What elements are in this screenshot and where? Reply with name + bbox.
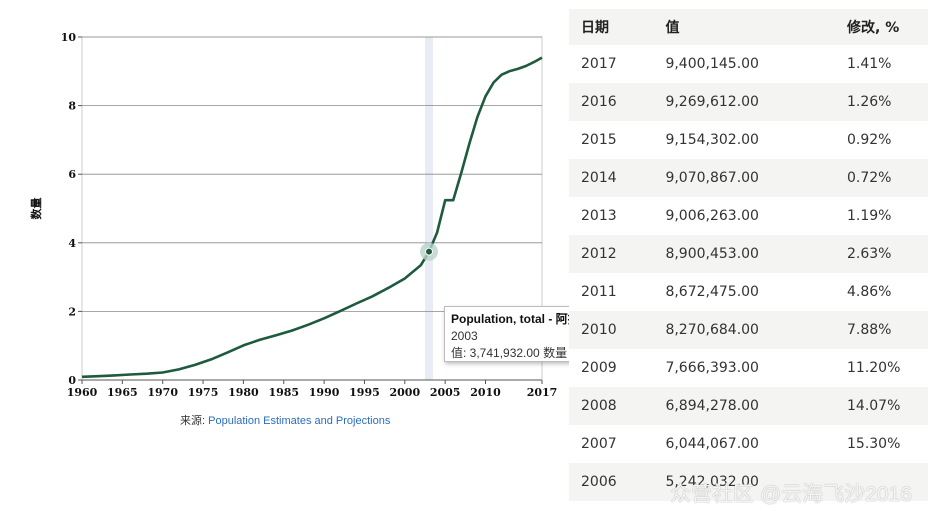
cell-date: 2009 bbox=[569, 349, 666, 387]
y-tick-label: 2 bbox=[68, 305, 76, 318]
cell-change bbox=[847, 463, 928, 501]
cell-date: 2006 bbox=[569, 463, 666, 501]
cell-change: 1.19% bbox=[847, 197, 928, 235]
x-tick-label: 1990 bbox=[309, 386, 340, 399]
table-row: 2006 5,242,032.00 bbox=[569, 463, 928, 501]
cell-date: 2013 bbox=[569, 197, 666, 235]
watermark: 众营社区 @云海飞沙2016 bbox=[670, 483, 912, 506]
x-tick-label: 1995 bbox=[349, 386, 380, 399]
header-value[interactable]: 值 bbox=[665, 9, 847, 45]
cell-date: 2016 bbox=[569, 83, 666, 121]
cell-value: 6,044,067.00 bbox=[665, 425, 847, 463]
tooltip-value: 值: 3,741,932.00 数量 bbox=[451, 346, 568, 360]
cell-date: 2015 bbox=[569, 121, 666, 159]
cell-value: 6,894,278.00 bbox=[665, 387, 847, 425]
cell-value: 8,900,453.00 bbox=[665, 235, 847, 273]
cell-change: 7.88% bbox=[847, 311, 928, 349]
header-date[interactable]: 日期 bbox=[569, 9, 666, 45]
cell-date: 2007 bbox=[569, 425, 666, 463]
x-tick-label: 1960 bbox=[67, 386, 98, 399]
cell-value: 9,400,145.00 bbox=[665, 45, 847, 83]
chart-source: 来源: Population Estimates and Projections bbox=[180, 412, 390, 428]
table-row: 2013 9,006,263.00 1.19% bbox=[569, 197, 928, 235]
table-row: 2015 9,154,302.00 0.92% bbox=[569, 121, 928, 159]
x-tick-label: 1980 bbox=[228, 386, 259, 399]
x-tick-label: 1965 bbox=[107, 386, 138, 399]
cell-date: 2017 bbox=[569, 45, 666, 83]
cell-value: 9,269,612.00 bbox=[665, 83, 847, 121]
table-header-row: 日期 值 修改, % bbox=[569, 9, 928, 45]
cell-date: 2014 bbox=[569, 159, 666, 197]
cell-date: 2008 bbox=[569, 387, 666, 425]
cell-change: 1.26% bbox=[847, 83, 928, 121]
cell-value: 8,270,684.00 bbox=[665, 311, 847, 349]
cell-date: 2010 bbox=[569, 311, 666, 349]
y-tick-label: 4 bbox=[68, 237, 76, 250]
y-tick-label: 0 bbox=[68, 374, 76, 387]
hover-band bbox=[425, 37, 434, 380]
table-row: 2009 7,666,393.00 11.20% bbox=[569, 349, 928, 387]
cell-change: 4.86% bbox=[847, 273, 928, 311]
chart-area: 0 2 4 6 8 10 1960 1965 1970 1975 1980 1985 1990 1995 2… bbox=[29, 31, 558, 399]
source-label: 来源: bbox=[180, 415, 209, 427]
x-tick-label: 1975 bbox=[188, 386, 219, 399]
highlight-point bbox=[425, 247, 434, 256]
table-row: 2011 8,672,475.00 4.86% bbox=[569, 273, 928, 311]
table-row: 2010 8,270,684.00 7.88% bbox=[569, 311, 928, 349]
cell-date: 2011 bbox=[569, 273, 666, 311]
y-axis-label: 数量 bbox=[29, 198, 43, 220]
table-row: 2014 9,070,867.00 0.72% bbox=[569, 159, 928, 197]
cell-value: 8,672,475.00 bbox=[665, 273, 847, 311]
x-tick-label: 2017 bbox=[527, 386, 558, 399]
x-tick-label: 2010 bbox=[470, 386, 501, 399]
cell-change: 15.30% bbox=[847, 425, 928, 463]
cell-value: 7,666,393.00 bbox=[665, 349, 847, 387]
table-row: 2016 9,269,612.00 1.26% bbox=[569, 83, 928, 121]
cell-change: 1.41% bbox=[847, 45, 928, 83]
cell-change: 2.63% bbox=[847, 235, 928, 273]
cell-value: 9,006,263.00 bbox=[665, 197, 847, 235]
y-tick-label: 6 bbox=[68, 168, 76, 181]
cell-value: 9,070,867.00 bbox=[665, 159, 847, 197]
data-table: 日期 值 修改, % 2017 9,400,145.00 1.41% 2016 9,26… bbox=[569, 9, 928, 501]
cell-value: 5,242,032.00 bbox=[665, 463, 847, 501]
x-tick-label: 1970 bbox=[147, 386, 178, 399]
cell-change: 14.07% bbox=[847, 387, 928, 425]
cell-change: 11.20% bbox=[847, 349, 928, 387]
y-tick-label: 8 bbox=[68, 100, 76, 113]
table-row: 2007 6,044,067.00 15.30% bbox=[569, 425, 928, 463]
table-row: 2008 6,894,278.00 14.07% bbox=[569, 387, 928, 425]
cell-change: 0.72% bbox=[847, 159, 928, 197]
series-line bbox=[81, 56, 543, 379]
table-row: 2012 8,900,453.00 2.63% bbox=[569, 235, 928, 273]
population-line-chart: 0 2 4 6 8 10 1960 1965 1970 1975 1980 1985 1990 1995 2… bbox=[29, 31, 558, 399]
cell-value: 9,154,302.00 bbox=[665, 121, 847, 159]
x-tick-label: 2000 bbox=[389, 386, 420, 399]
table-row: 2017 9,400,145.00 1.41% bbox=[569, 45, 928, 83]
cell-date: 2012 bbox=[569, 235, 666, 273]
x-tick-label: 2005 bbox=[430, 386, 461, 399]
header-change[interactable]: 修改, % bbox=[847, 9, 928, 45]
cell-change: 0.92% bbox=[847, 121, 928, 159]
source-link[interactable]: Population Estimates and Projections bbox=[208, 415, 391, 427]
tooltip-year: 2003 bbox=[451, 329, 478, 343]
y-tick-label: 10 bbox=[61, 31, 77, 44]
table-body: 2017 9,400,145.00 1.41% 2016 9,269,612.00 1.2… bbox=[569, 45, 928, 501]
x-tick-label: 1985 bbox=[268, 386, 299, 399]
